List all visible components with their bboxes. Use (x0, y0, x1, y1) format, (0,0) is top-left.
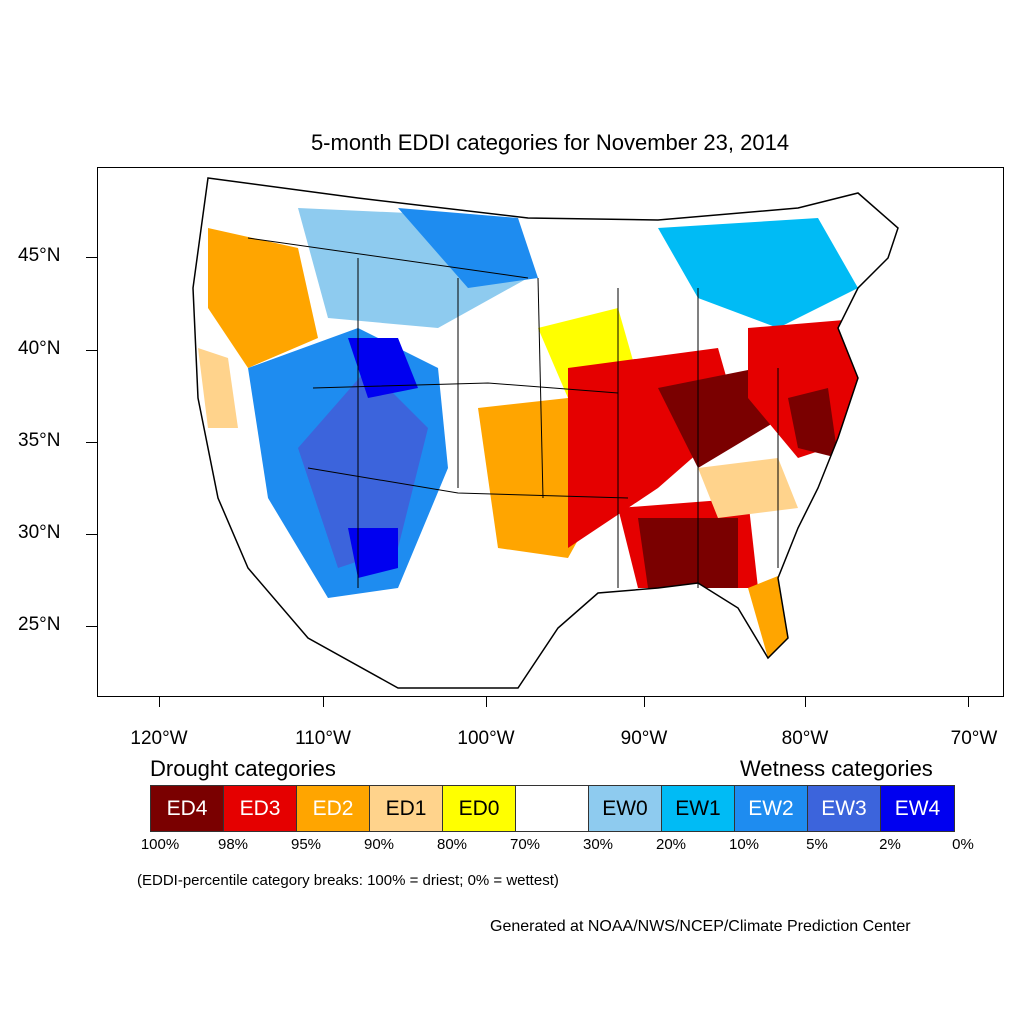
legend-swatch: ED0 (443, 786, 516, 831)
legend-swatch: EW1 (662, 786, 735, 831)
percentile-label: 70% (509, 836, 541, 853)
legend-swatch: ED4 (151, 786, 224, 831)
y-tick-label: 30°N (18, 522, 61, 543)
legend-swatch: ED3 (224, 786, 297, 831)
percentile-label: 0% (952, 836, 974, 853)
x-tick-label: 70°W (950, 728, 998, 749)
category-fill (193, 178, 898, 688)
wetness-heading: Wetness categories (740, 756, 933, 781)
x-tick-mark (644, 697, 645, 707)
y-tick-label: 25°N (18, 614, 61, 635)
y-tick-label: 35°N (18, 430, 61, 451)
percentile-label: 100% (140, 836, 180, 853)
x-tick-mark (968, 697, 969, 707)
percentile-label: 95% (290, 836, 322, 853)
map-title: 5-month EDDI categories for November 23,… (310, 130, 790, 155)
drought-heading: Drought categories (150, 756, 336, 781)
percentile-label: 10% (728, 836, 760, 853)
percentile-label: 20% (655, 836, 687, 853)
legend-swatch: EW3 (808, 786, 881, 831)
percentile-label: 30% (582, 836, 614, 853)
x-tick-label: 80°W (781, 728, 829, 749)
x-tick-mark (805, 697, 806, 707)
category-legend: ED4 ED3 ED2 ED1 ED0 EW0 EW1 EW2 EW3 EW4 (150, 785, 955, 832)
y-tick-mark (86, 534, 97, 535)
percentile-label: 2% (879, 836, 901, 853)
conus-outline (192, 177, 899, 689)
category-note: (EDDI-percentile category breaks: 100% =… (137, 872, 559, 889)
x-tick-label: 120°W (130, 728, 188, 749)
x-tick-mark (159, 697, 160, 707)
percentile-label: 90% (363, 836, 395, 853)
y-tick-mark (86, 626, 97, 627)
state-boundaries (247, 237, 779, 588)
eddi-map (97, 167, 1004, 697)
y-tick-mark (86, 442, 97, 443)
percentile-label: 5% (806, 836, 828, 853)
y-tick-mark (86, 257, 97, 258)
legend-swatch (516, 786, 589, 831)
x-tick-mark (486, 697, 487, 707)
credit-line: Generated at NOAA/NWS/NCEP/Climate Predi… (490, 918, 911, 935)
x-tick-label: 90°W (620, 728, 668, 749)
legend-swatch: EW2 (735, 786, 808, 831)
legend-swatch: ED1 (370, 786, 443, 831)
percentile-label: 98% (217, 836, 249, 853)
x-tick-label: 100°W (457, 728, 515, 749)
y-tick-mark (86, 350, 97, 351)
y-tick-label: 40°N (18, 338, 61, 359)
percentile-label: 80% (436, 836, 468, 853)
y-tick-label: 45°N (18, 245, 61, 266)
legend-swatch: EW0 (589, 786, 662, 831)
x-tick-mark (323, 697, 324, 707)
x-tick-label: 110°W (295, 728, 351, 749)
legend-swatch: EW4 (881, 786, 954, 831)
legend-swatch: ED2 (297, 786, 370, 831)
